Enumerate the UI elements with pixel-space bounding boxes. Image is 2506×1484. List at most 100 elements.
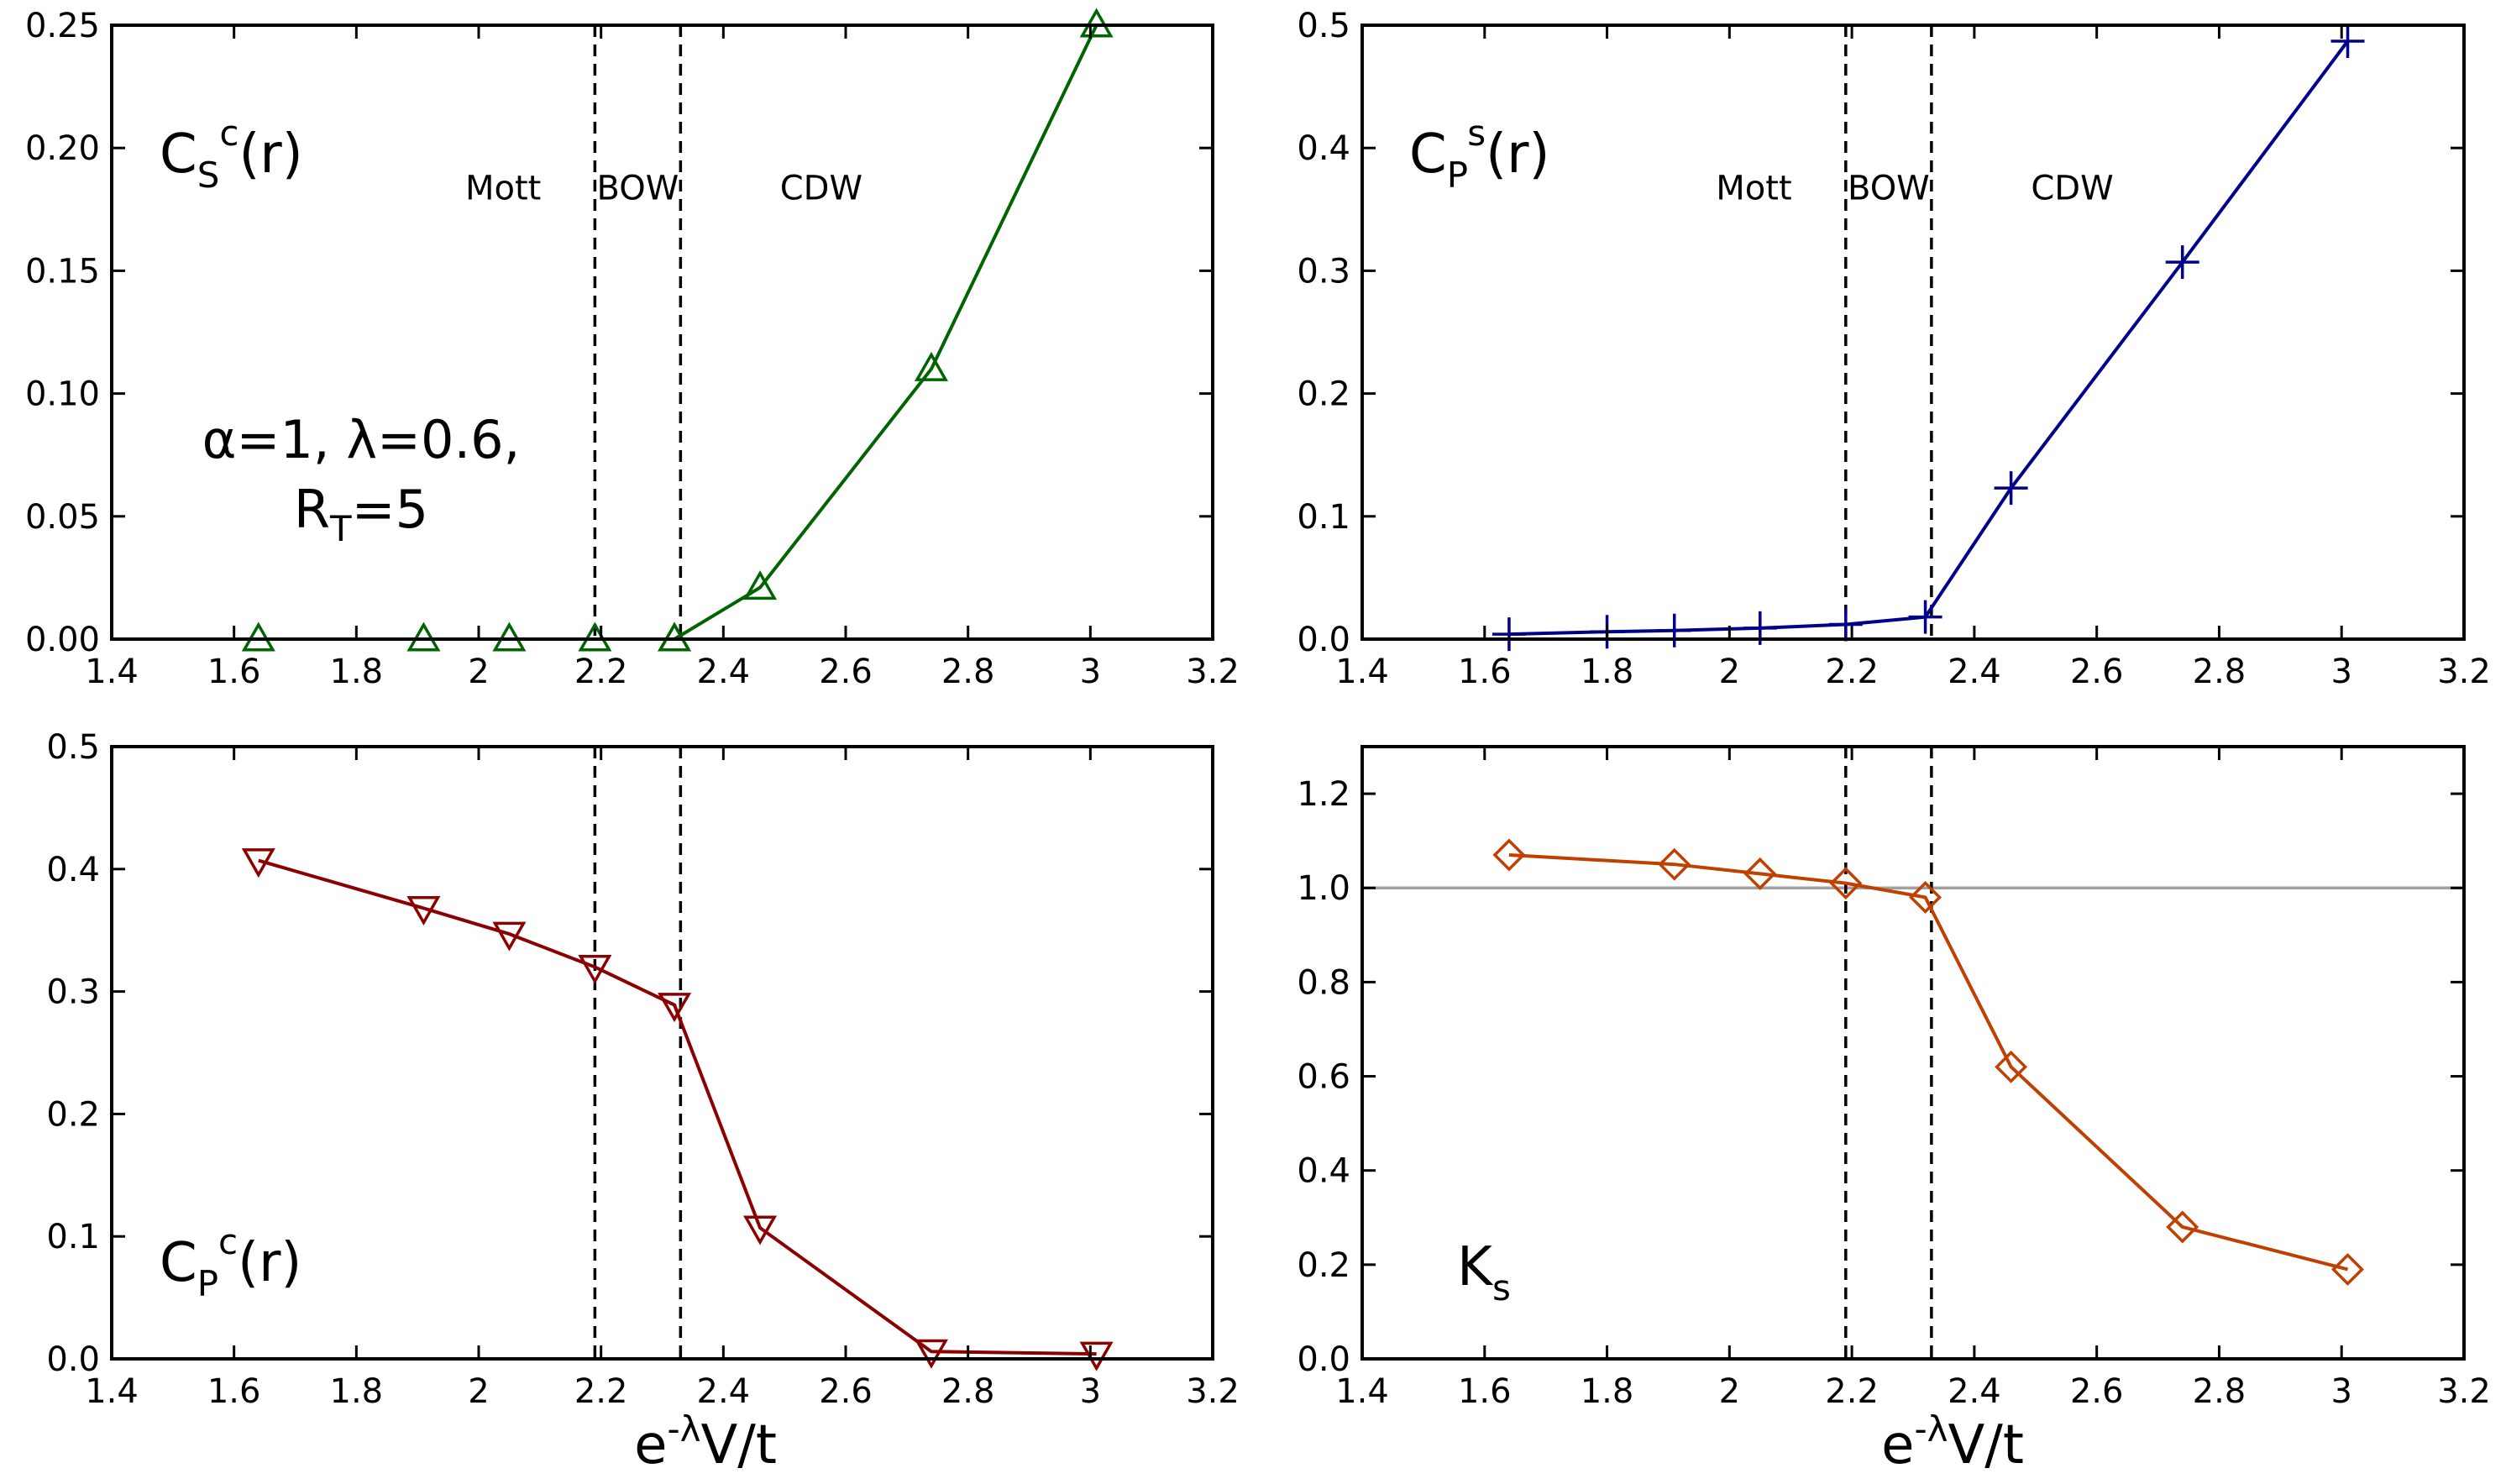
y-tick-label: 0.0 [1297, 1340, 1350, 1379]
y-tick-label: 0.8 [1297, 963, 1350, 1002]
x-tick-label: 2.6 [2070, 653, 2124, 691]
phase-label: BOW [596, 170, 679, 208]
chart-panel-top-right: Mott BOW CDW 1.4 1.6 1.8 2 2.2 2.4 2.6 2.8 3 3.2 0.0 0… [1297, 7, 2490, 691]
x-tick-label: 2 [468, 653, 489, 691]
x-tick-label: 2.6 [819, 1372, 873, 1411]
parameter-annotation: RT=5 [294, 479, 428, 549]
phase-label: CDW [780, 170, 862, 208]
axes-frame [110, 24, 1214, 641]
chart-panel-top-left: Mott BOW CDW 1.4 1.6 1.8 2 2.2 2.4 2.6 2.8 3 3.2 0.00… [25, 7, 1240, 691]
x-tick-label: 2.2 [574, 1372, 628, 1411]
y-tick-label: 0.2 [46, 1095, 100, 1134]
x-tick-label: 1.4 [85, 1372, 139, 1411]
x-tick-label: 1.4 [1335, 653, 1389, 691]
axes-frame [1360, 24, 2466, 641]
x-tick-label: 2 [468, 1372, 489, 1411]
axes-frame [1360, 745, 2466, 1361]
data-point [1492, 617, 1526, 652]
series-line [674, 24, 1098, 641]
xlabel-rest: V/t [1948, 1414, 2023, 1476]
data-point [2166, 1210, 2199, 1244]
y-tick-label: 0.4 [46, 851, 100, 889]
data-point [658, 621, 692, 652]
x-tick-label: 2.4 [1948, 1372, 2001, 1411]
x-tick-label: 2.4 [697, 653, 751, 691]
panel-quantity-label: Ks [1457, 1236, 1511, 1308]
x-tick-label: 2.4 [1948, 653, 2001, 691]
data-point [1995, 1050, 2028, 1083]
data-point [1657, 613, 1691, 648]
y-tick-label: 0.20 [25, 129, 100, 168]
x-tick-label: 1.4 [1335, 1372, 1389, 1411]
series-line [258, 858, 1097, 1356]
y-tick-label: 0.0 [46, 1340, 100, 1379]
x-tick-label: 1.4 [85, 653, 139, 691]
x-tick-label: 3 [2330, 1372, 2351, 1411]
y-tick-label: 0.4 [1297, 1152, 1350, 1191]
y-tick-label: 0.5 [1297, 7, 1350, 45]
panel-quantity-label: CSc(r) [160, 113, 303, 196]
data-point [1829, 867, 1863, 900]
x-axis-label-left: e-λV/t [634, 1408, 777, 1476]
phase-label: CDW [2031, 170, 2113, 208]
data-point [1908, 600, 1942, 634]
x-tick-label: 1.6 [1458, 1372, 1512, 1411]
data-point [1909, 880, 1942, 914]
xlabel-sup: -λ [1914, 1408, 1948, 1450]
x-tick-label: 1.6 [1458, 653, 1512, 691]
x-tick-label: 2.6 [2070, 1372, 2124, 1411]
panel-quantity-label: CPc(r) [160, 1221, 301, 1304]
data-point [1743, 857, 1777, 890]
data-point [1828, 607, 1863, 642]
y-tick-label: 0.3 [1297, 252, 1350, 291]
data-point [492, 921, 527, 952]
chart-panel-bottom-left: 1.4 1.6 1.8 2 2.2 2.4 2.6 2.8 3 3.2 0.0 0.1 0.2 0.3 0.… [46, 728, 1239, 1411]
xlabel-main: e [1881, 1414, 1914, 1476]
y-tick-label: 0.2 [1297, 375, 1350, 414]
x-tick-label: 2.2 [574, 653, 628, 691]
x-tick-label: 2.4 [697, 1372, 751, 1411]
data-point [1079, 8, 1114, 38]
xlabel-sup: -λ [667, 1408, 700, 1450]
parameter-annotation: α=1, λ=0.6, [202, 409, 521, 470]
y-tick-label: 0.5 [46, 728, 100, 767]
y-tick-label: 1.0 [1297, 869, 1350, 908]
x-tick-label: 2 [1719, 653, 1740, 691]
x-tick-label: 2 [1719, 1372, 1740, 1411]
x-tick-label: 1.6 [207, 1372, 261, 1411]
x-tick-label: 3 [1080, 653, 1101, 691]
x-tick-label: 3 [2330, 653, 2351, 691]
xlabel-main: e [634, 1414, 667, 1476]
axes-frame [110, 745, 1214, 1361]
x-tick-label: 2.8 [2193, 1372, 2246, 1411]
y-tick-label: 0.3 [46, 973, 100, 1012]
chart-panel-bottom-right: 1.4 1.6 1.8 2 2.2 2.4 2.6 2.8 3 3.2 0.0 0.2 0.4 0.6 0.… [1297, 745, 2491, 1411]
data-point [1492, 838, 1526, 872]
xlabel-rest: V/t [700, 1414, 776, 1476]
x-tick-label: 3.2 [2437, 653, 2491, 691]
x-tick-label: 3 [1080, 1372, 1101, 1411]
x-tick-label: 1.6 [207, 653, 261, 691]
y-tick-label: 0.05 [25, 498, 100, 537]
data-point [406, 621, 441, 652]
data-point [1658, 847, 1691, 881]
x-tick-label: 1.8 [1581, 653, 1634, 691]
data-point [2165, 245, 2199, 280]
data-point [2330, 24, 2365, 59]
panel-quantity-label: CPs(r) [1409, 113, 1549, 196]
y-tick-label: 0.1 [46, 1218, 100, 1256]
y-tick-label: 0.6 [1297, 1058, 1350, 1097]
y-tick-label: 0.00 [25, 621, 100, 659]
y-tick-label: 0.0 [1297, 621, 1350, 659]
y-tick-label: 0.1 [1297, 498, 1350, 537]
x-tick-label: 2.6 [819, 653, 873, 691]
data-point [914, 351, 948, 381]
y-tick-label: 1.2 [1297, 775, 1350, 814]
phase-label: Mott [465, 170, 541, 208]
x-tick-label: 2.8 [941, 1372, 995, 1411]
data-point [2331, 1252, 2364, 1286]
y-tick-label: 0.2 [1297, 1246, 1350, 1285]
data-point [743, 570, 778, 600]
phase-label: BOW [1848, 170, 1930, 208]
